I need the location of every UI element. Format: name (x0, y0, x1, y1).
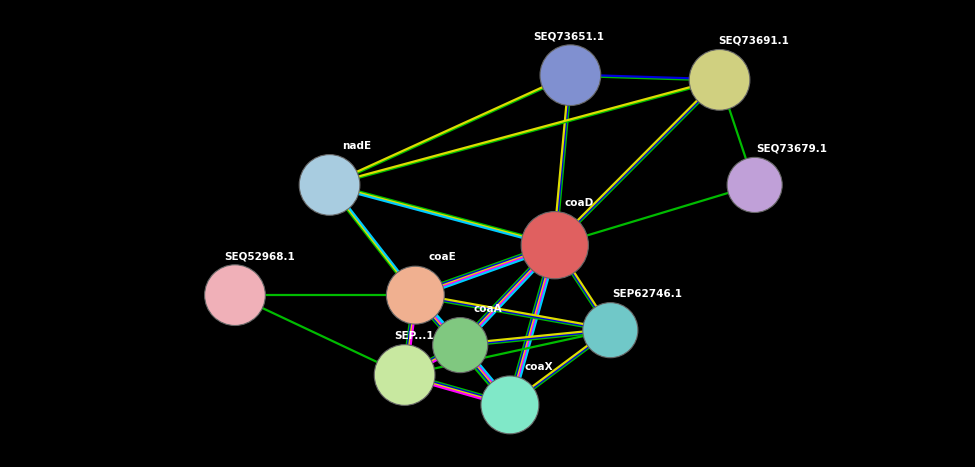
Text: coaD: coaD (565, 198, 594, 208)
Ellipse shape (374, 345, 435, 405)
Text: coaX: coaX (525, 362, 554, 372)
Text: coaA: coaA (473, 304, 502, 314)
Text: SEQ73679.1: SEQ73679.1 (757, 144, 827, 154)
Text: SEQ73691.1: SEQ73691.1 (719, 36, 789, 46)
Ellipse shape (205, 265, 265, 325)
Ellipse shape (689, 50, 750, 110)
Ellipse shape (433, 318, 488, 373)
Text: SEP...1: SEP...1 (395, 331, 434, 341)
Ellipse shape (299, 155, 360, 215)
Ellipse shape (481, 376, 539, 434)
Ellipse shape (522, 212, 588, 279)
Text: SEQ52968.1: SEQ52968.1 (224, 251, 294, 261)
Ellipse shape (540, 45, 601, 106)
Ellipse shape (583, 303, 638, 358)
Text: coaE: coaE (429, 253, 456, 262)
Text: nadE: nadE (342, 141, 371, 151)
Text: SEQ73651.1: SEQ73651.1 (533, 31, 604, 41)
Text: SEP62746.1: SEP62746.1 (612, 289, 682, 299)
Ellipse shape (386, 266, 445, 324)
Ellipse shape (727, 157, 782, 212)
